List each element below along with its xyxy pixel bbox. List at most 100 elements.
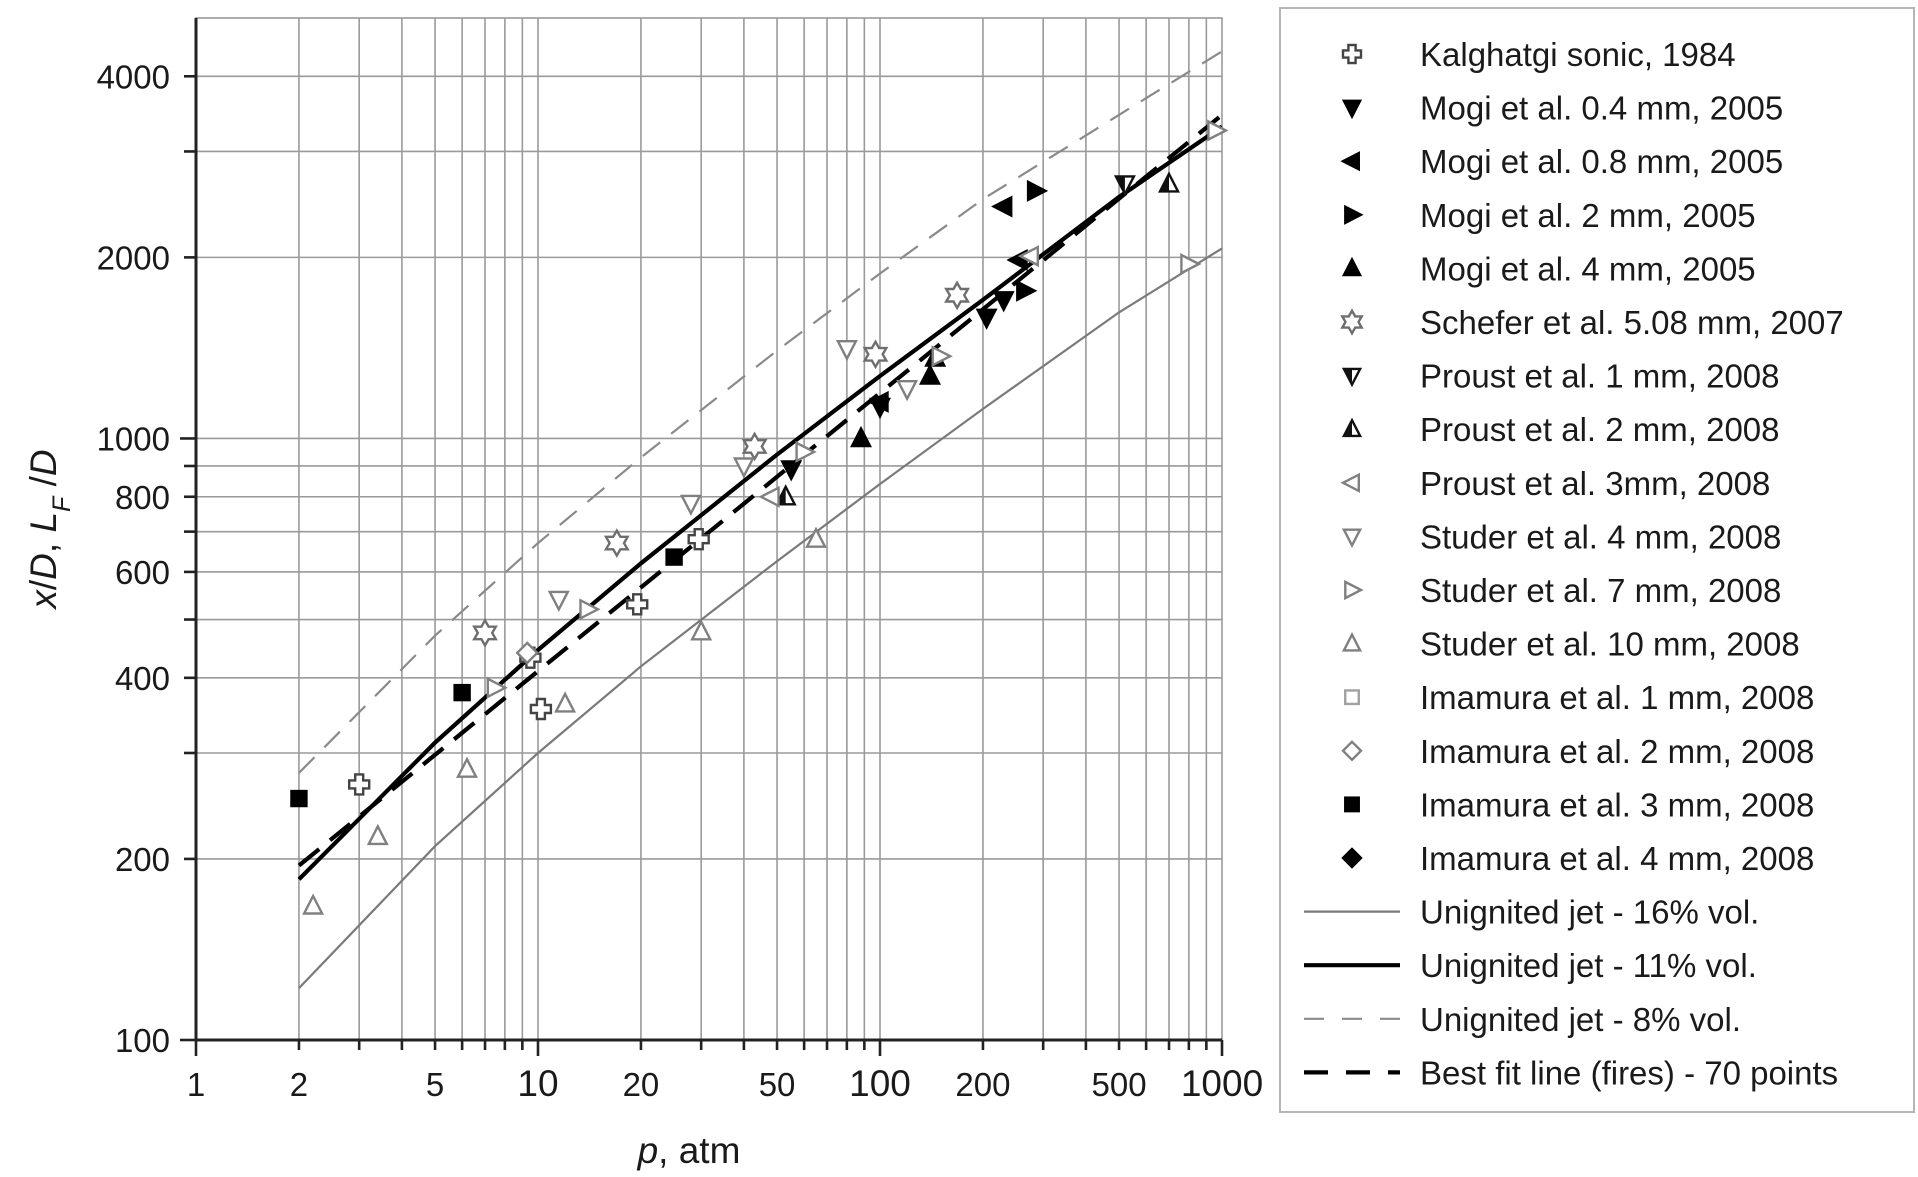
x-tick-label: 2 xyxy=(290,1066,308,1103)
x-tick-label: 1 xyxy=(187,1066,205,1103)
legend-label-13: Imamura et al. 1 mm, 2008 xyxy=(1420,679,1814,716)
data-point-s10-p2 xyxy=(679,494,702,517)
data-point-s11-p1 xyxy=(486,676,508,699)
data-point-s2-p1 xyxy=(780,460,803,482)
plot-series xyxy=(290,50,1229,989)
data-point-s11-p4 xyxy=(931,345,953,368)
data-point-s12-p5 xyxy=(690,619,713,641)
legend-label-5: Mogi et al. 4 mm, 2005 xyxy=(1420,250,1756,287)
data-point-s4-p2 xyxy=(1016,279,1038,302)
data-point-s14-p1 xyxy=(515,641,539,665)
legend-label-8: Proust et al. 2 mm, 2008 xyxy=(1420,411,1780,448)
legend-marker-6 xyxy=(1340,308,1364,336)
legend-label-3: Mogi et al. 0.8 mm, 2005 xyxy=(1420,143,1783,180)
y-tick-label: 4000 xyxy=(97,58,170,95)
data-point-s11-p6 xyxy=(1207,119,1229,142)
y-axis-title: x/D, LF /D xyxy=(23,449,76,610)
data-point-s1-p5 xyxy=(687,528,710,551)
y-axis-title-part-4: , xyxy=(23,533,64,554)
data-point-s10-p5 xyxy=(896,380,919,402)
legend-label-15: Imamura et al. 3 mm, 2008 xyxy=(1420,786,1814,823)
legend-label-12: Studer et al. 10 mm, 2008 xyxy=(1420,626,1800,663)
x-tick-label: 50 xyxy=(759,1066,796,1103)
grid xyxy=(195,17,1223,1041)
data-point-s11-p3 xyxy=(795,440,817,463)
legend-marker-3 xyxy=(1340,151,1361,172)
y-tick-label: 100 xyxy=(115,1022,170,1059)
legend-marker-4 xyxy=(1344,204,1364,225)
legend-marker-13 xyxy=(1344,689,1360,706)
legend: Kalghatgi sonic, 1984 Mogi et al. 0.4 mm,… xyxy=(1279,7,1915,1113)
legend-label-17: Unignited jet - 16% vol. xyxy=(1420,894,1759,931)
legend-marker-11 xyxy=(1344,579,1364,601)
data-point-s1-p1 xyxy=(348,773,371,796)
y-axis-title-part-8: D xyxy=(23,449,64,476)
x-tick-label: 10 xyxy=(517,1063,558,1104)
data-point-s3-p1 xyxy=(867,390,889,413)
y-axis-title-part-5: L xyxy=(23,512,64,533)
data-point-s12-p3 xyxy=(456,756,478,778)
legend-label-9: Proust et al. 3mm, 2008 xyxy=(1420,465,1770,502)
series-line-1 xyxy=(298,247,1223,989)
x-tick-label: 5 xyxy=(426,1066,444,1103)
data-point-s15-p2 xyxy=(453,683,471,702)
data-point-s12-p1 xyxy=(302,893,325,915)
data-point-s11-p5 xyxy=(1180,253,1202,275)
y-tick-label: 400 xyxy=(115,660,170,697)
data-point-s5-p1 xyxy=(850,425,872,448)
y-axis-title-part-2: / xyxy=(23,579,64,590)
legend-label-20: Best fit line (fires) - 70 points xyxy=(1420,1054,1838,1091)
legend-label-10: Studer et al. 4 mm, 2008 xyxy=(1420,518,1781,555)
data-point-s6-p3 xyxy=(741,431,768,462)
y-axis-title-part-6: F xyxy=(48,495,76,512)
data-point-s6-p1 xyxy=(472,617,498,648)
y-tick-label: 800 xyxy=(115,479,170,516)
data-point-s5-p2 xyxy=(919,363,941,385)
x-tick-label: 500 xyxy=(1092,1066,1147,1103)
data-point-s1-p3 xyxy=(529,697,553,721)
data-point-s10-p4 xyxy=(835,340,858,362)
legend-marker-12 xyxy=(1341,631,1363,652)
legend-label-11: Studer et al. 7 mm, 2008 xyxy=(1420,572,1781,609)
plot-frame xyxy=(195,17,1223,1041)
data-point-s15-p1 xyxy=(290,789,308,808)
legend-label-7: Proust et al. 1 mm, 2008 xyxy=(1420,358,1780,395)
x-tick-label: 200 xyxy=(955,1066,1010,1103)
data-point-s11-p2 xyxy=(579,598,601,621)
legend-box xyxy=(1279,7,1915,1113)
legend-label-6: Schefer et al. 5.08 mm, 2007 xyxy=(1420,304,1844,341)
data-point-s2-p3 xyxy=(975,308,998,330)
y-tick-label: 2000 xyxy=(97,239,170,276)
data-point-s8-p2-fill xyxy=(1160,173,1169,192)
legend-marker-15 xyxy=(1344,796,1360,813)
legend-marker-14 xyxy=(1341,740,1363,762)
x-axis-title-unit: , atm xyxy=(658,1130,740,1171)
data-point-s6-p4 xyxy=(862,339,889,370)
legend-marker-1 xyxy=(1341,43,1363,65)
series-line-2 xyxy=(297,124,1224,881)
legend-label-19: Unignited jet - 8% vol. xyxy=(1420,1001,1741,1038)
legend-label-1: Kalghatgi sonic, 1984 xyxy=(1420,36,1736,73)
legend-marker-8-fill xyxy=(1343,420,1352,436)
data-point-s9-p2 xyxy=(1017,245,1040,268)
data-point-s9-p1 xyxy=(758,485,780,508)
x-tick-label: 20 xyxy=(623,1066,660,1103)
legend-label-2: Mogi et al. 0.4 mm, 2005 xyxy=(1420,90,1783,127)
data-point-s3-p2 xyxy=(991,195,1013,218)
y-tick-label: 600 xyxy=(115,554,170,591)
legend-marker-16 xyxy=(1341,847,1363,869)
data-point-s6-p2 xyxy=(603,528,630,559)
data-point-s15-p3 xyxy=(665,548,683,566)
data-point-s12-p6 xyxy=(805,526,827,548)
y-axis-title-part-7: / xyxy=(23,475,64,496)
data-point-s10-p3 xyxy=(732,457,755,479)
legend-marker-9 xyxy=(1340,472,1361,493)
data-point-s12-p4 xyxy=(554,691,577,713)
x-axis-title: p, atm xyxy=(637,1130,741,1171)
x-tick-label: 1000 xyxy=(1181,1063,1263,1104)
y-axis-title-part-3: D xyxy=(23,553,64,580)
legend-label-16: Imamura et al. 4 mm, 2008 xyxy=(1420,840,1814,877)
legend-marker-5 xyxy=(1341,256,1363,277)
